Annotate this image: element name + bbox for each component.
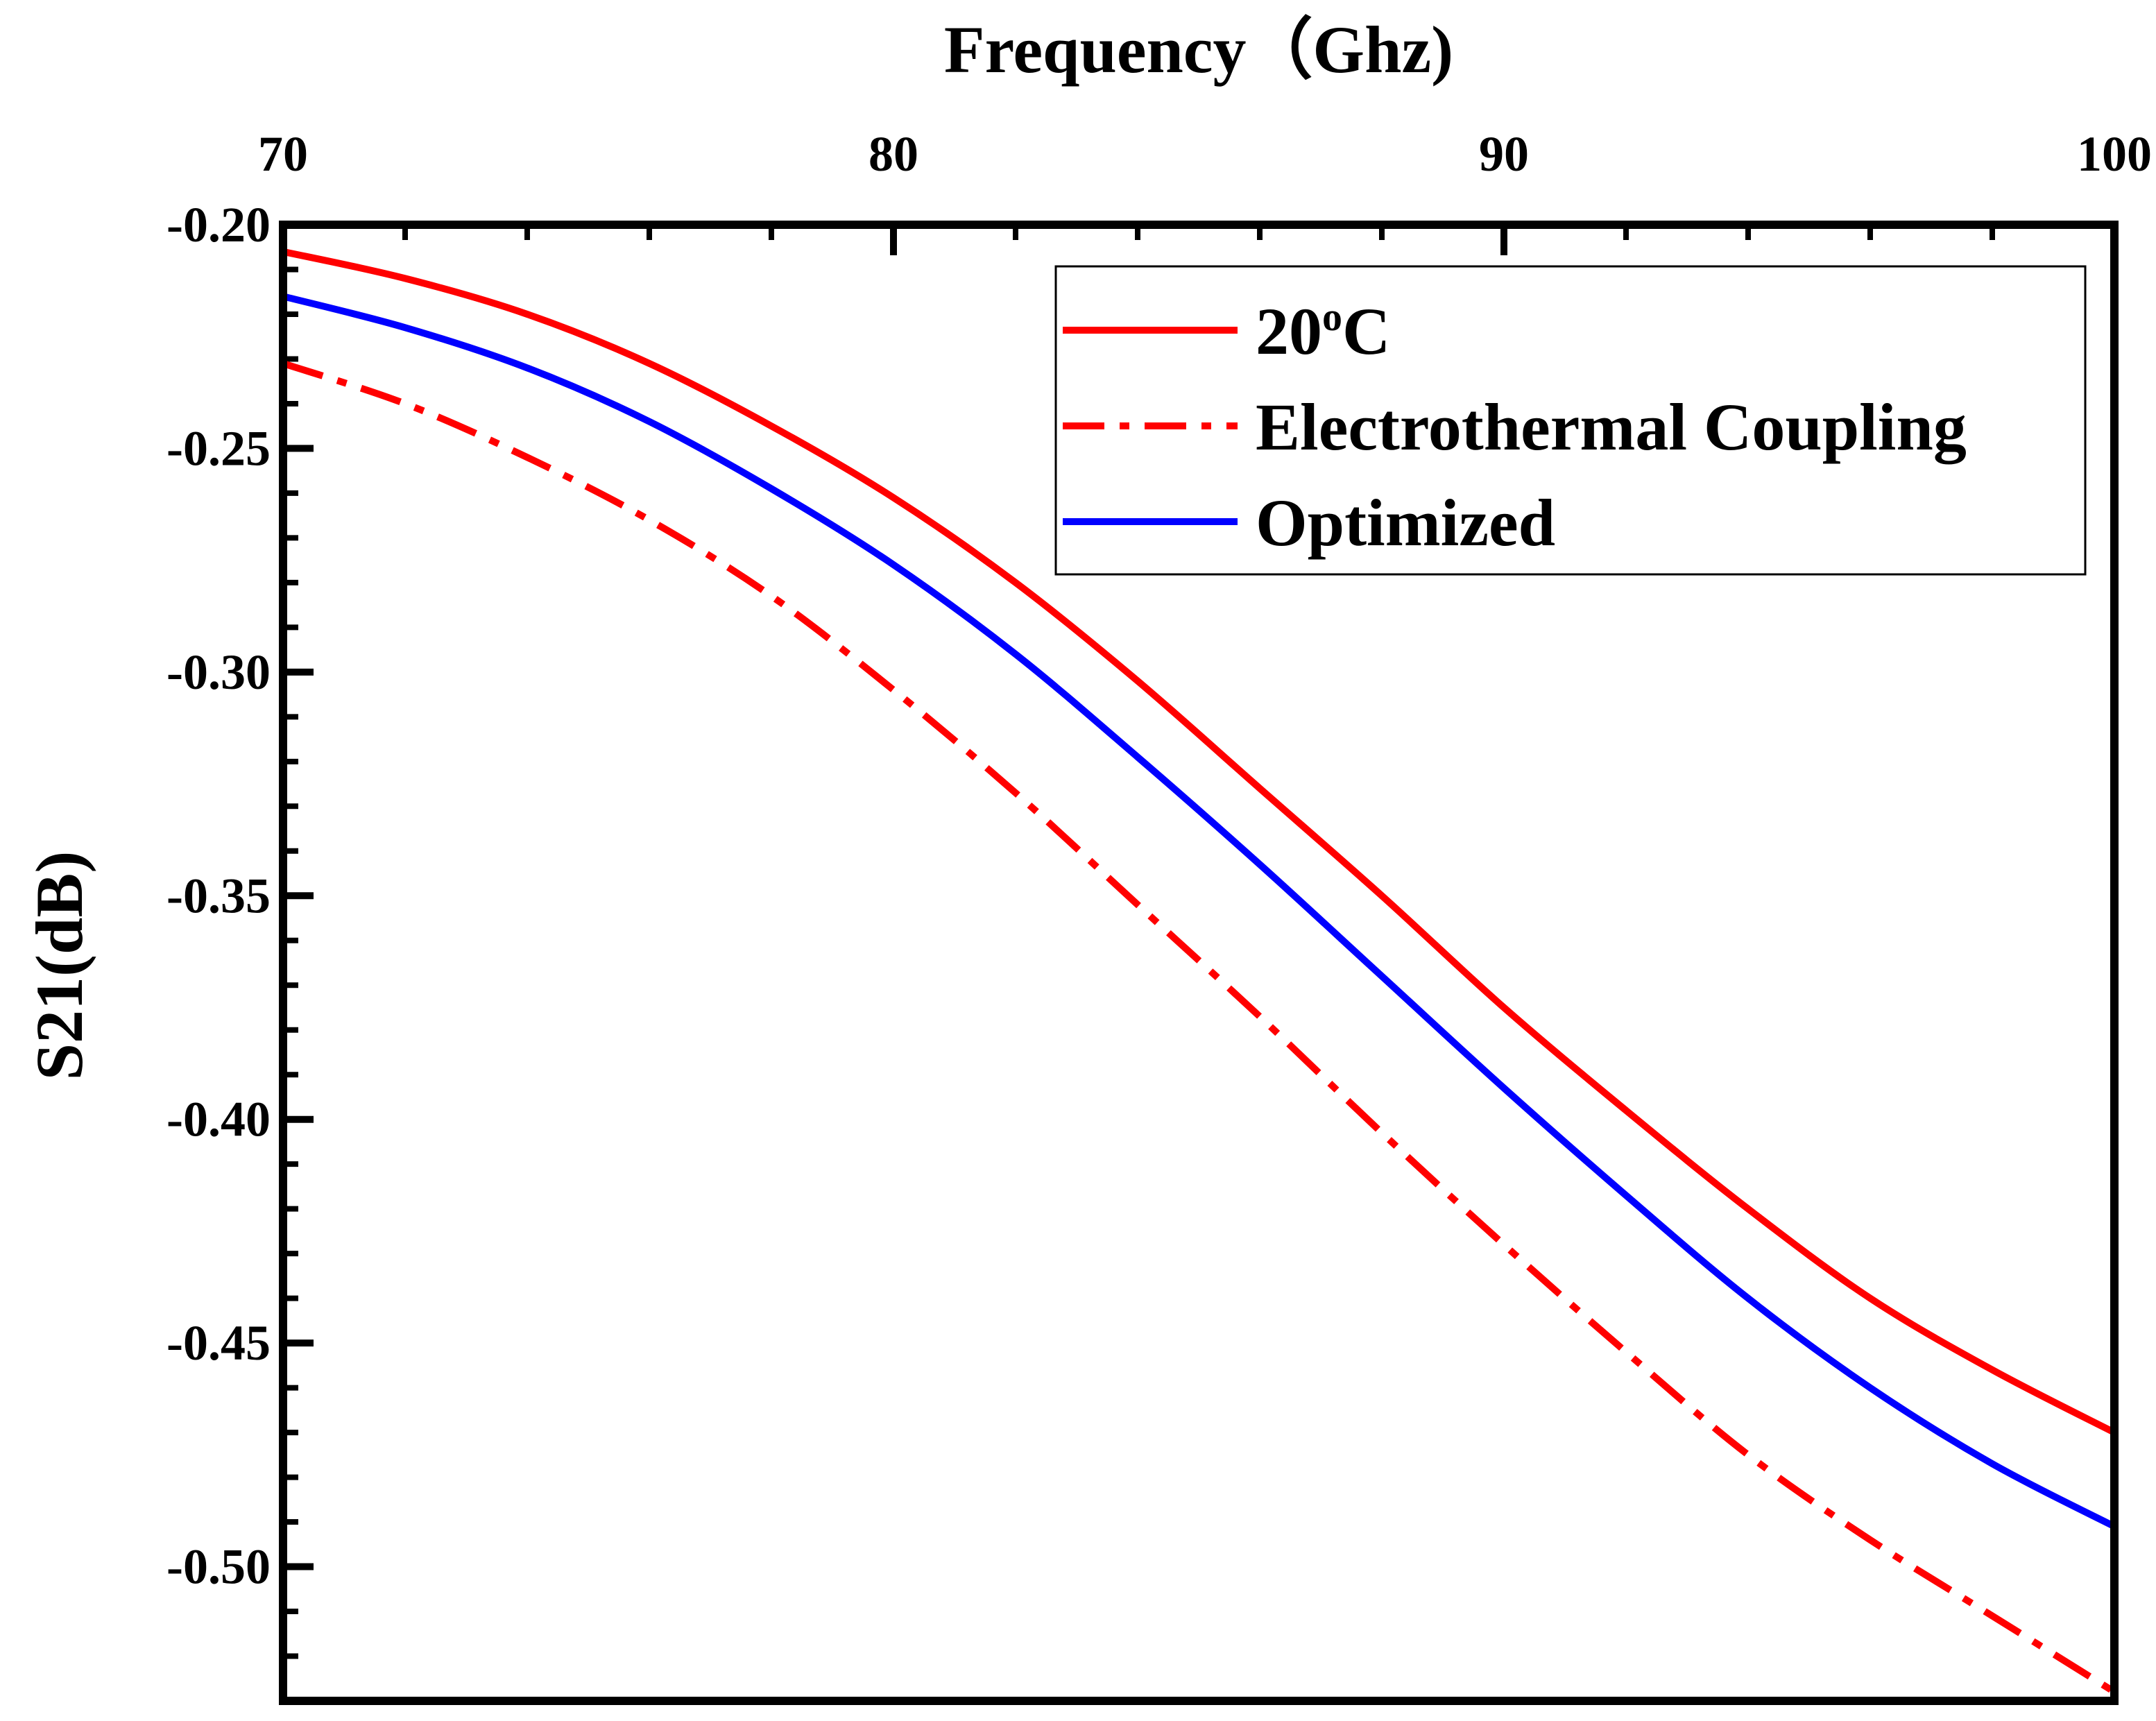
x-tick-label: 70 bbox=[258, 126, 308, 182]
legend-label-20c-degree: o bbox=[1322, 294, 1342, 339]
x-tick-label: 80 bbox=[869, 126, 918, 182]
plot-frame bbox=[279, 221, 2119, 1705]
ticks-layer: 70 80 90 100 -0.20 -0.25 -0.30 -0.35 -0.40 -0.45 -… bbox=[166, 126, 2152, 1704]
x-tick-label: 100 bbox=[2077, 126, 2152, 182]
y-tick-label: -0.30 bbox=[166, 644, 271, 700]
legend-label-electrothermal: Electrothermal Coupling bbox=[1256, 390, 1967, 464]
y-axis-title: S21(dB) bbox=[22, 851, 96, 1081]
legend: 20oC Electrothermal Coupling Optimized bbox=[1054, 265, 2087, 576]
legend-label-20c: 20oC bbox=[1256, 294, 1390, 368]
legend-label-20c-unit: C bbox=[1342, 294, 1390, 368]
legend-label-optimized: Optimized bbox=[1256, 486, 1555, 560]
x-tick-label: 90 bbox=[1479, 126, 1529, 182]
y-tick-label: -0.35 bbox=[166, 868, 271, 923]
y-tick-label: -0.50 bbox=[166, 1539, 271, 1595]
x-axis-title: Frequency（Ghz) bbox=[944, 12, 1453, 87]
series-line-optimized bbox=[282, 293, 2116, 1530]
y-tick-label: -0.20 bbox=[166, 197, 271, 252]
y-tick-label: -0.40 bbox=[166, 1092, 271, 1147]
series-line-20-c bbox=[282, 248, 2116, 1436]
y-tick-label: -0.25 bbox=[166, 420, 271, 476]
series-layer bbox=[282, 248, 2116, 1695]
y-tick-label: -0.45 bbox=[166, 1315, 271, 1371]
series-line-electrothermal-coupling bbox=[282, 360, 2116, 1695]
legend-label-20c-main: 20 bbox=[1256, 294, 1322, 368]
